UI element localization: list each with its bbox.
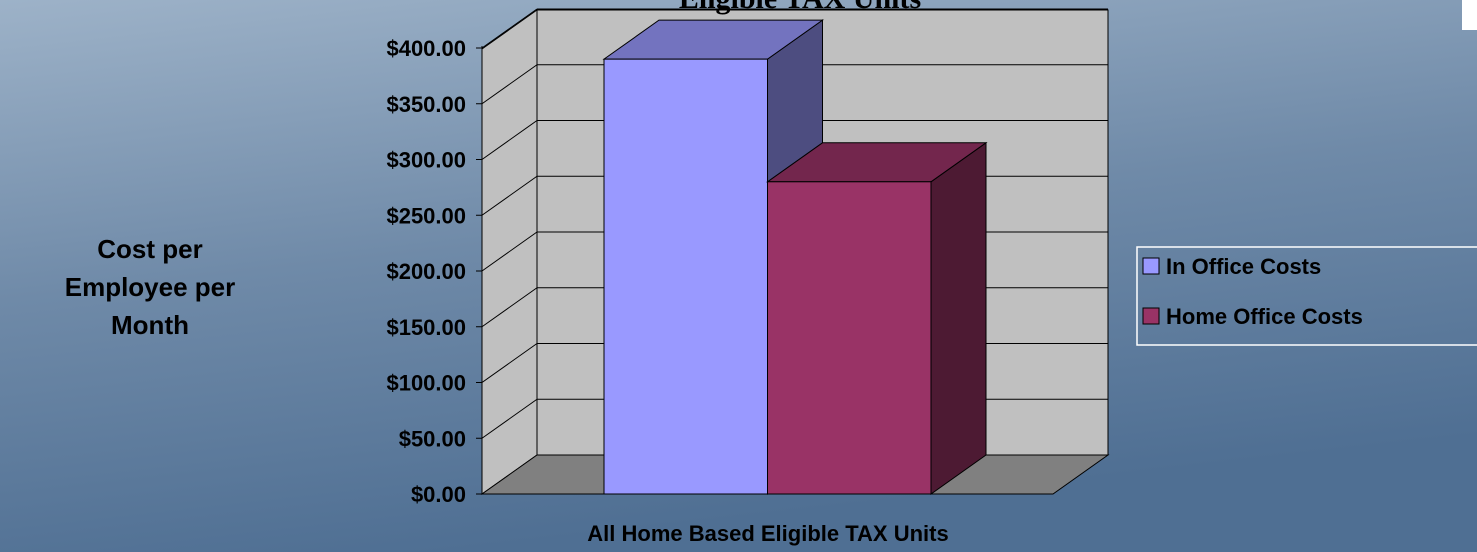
grid-line [481, 175, 538, 216]
grid-line [481, 8, 538, 49]
y-tick-label: $350.00 [386, 92, 466, 117]
legend-label: Home Office Costs [1166, 304, 1363, 329]
x-axis-label: All Home Based Eligible TAX Units [587, 521, 948, 546]
y-tick-label: $400.00 [386, 36, 466, 61]
y-tick-label: $0.00 [411, 482, 466, 507]
bar [767, 181, 932, 495]
chart-title: Eligible TAX Units [679, 0, 921, 15]
bar [603, 58, 768, 495]
legend [1136, 246, 1477, 346]
bar-side [930, 141, 987, 495]
grid-line [481, 343, 538, 383]
y-tick-label: $200.00 [386, 259, 466, 284]
y-tick-label: $100.00 [386, 371, 466, 396]
legend-swatch [1142, 307, 1160, 325]
legend-swatch [1142, 257, 1160, 275]
y-axis-label-text: Cost per Employee per Month [65, 234, 236, 340]
legend-label: In Office Costs [1166, 254, 1321, 279]
grid-line [481, 231, 538, 272]
y-tick-label: $150.00 [386, 315, 466, 340]
grid-line [481, 64, 538, 105]
grid-line [481, 287, 538, 328]
y-tick-label: $50.00 [399, 426, 466, 451]
y-tick-label: $300.00 [386, 148, 466, 173]
grid-line [481, 120, 538, 160]
corner-patch [1462, 0, 1477, 30]
y-tick-label: $250.00 [386, 203, 466, 228]
grid-line [481, 398, 538, 439]
y-axis-label: Cost per Employee per Month [65, 234, 236, 340]
